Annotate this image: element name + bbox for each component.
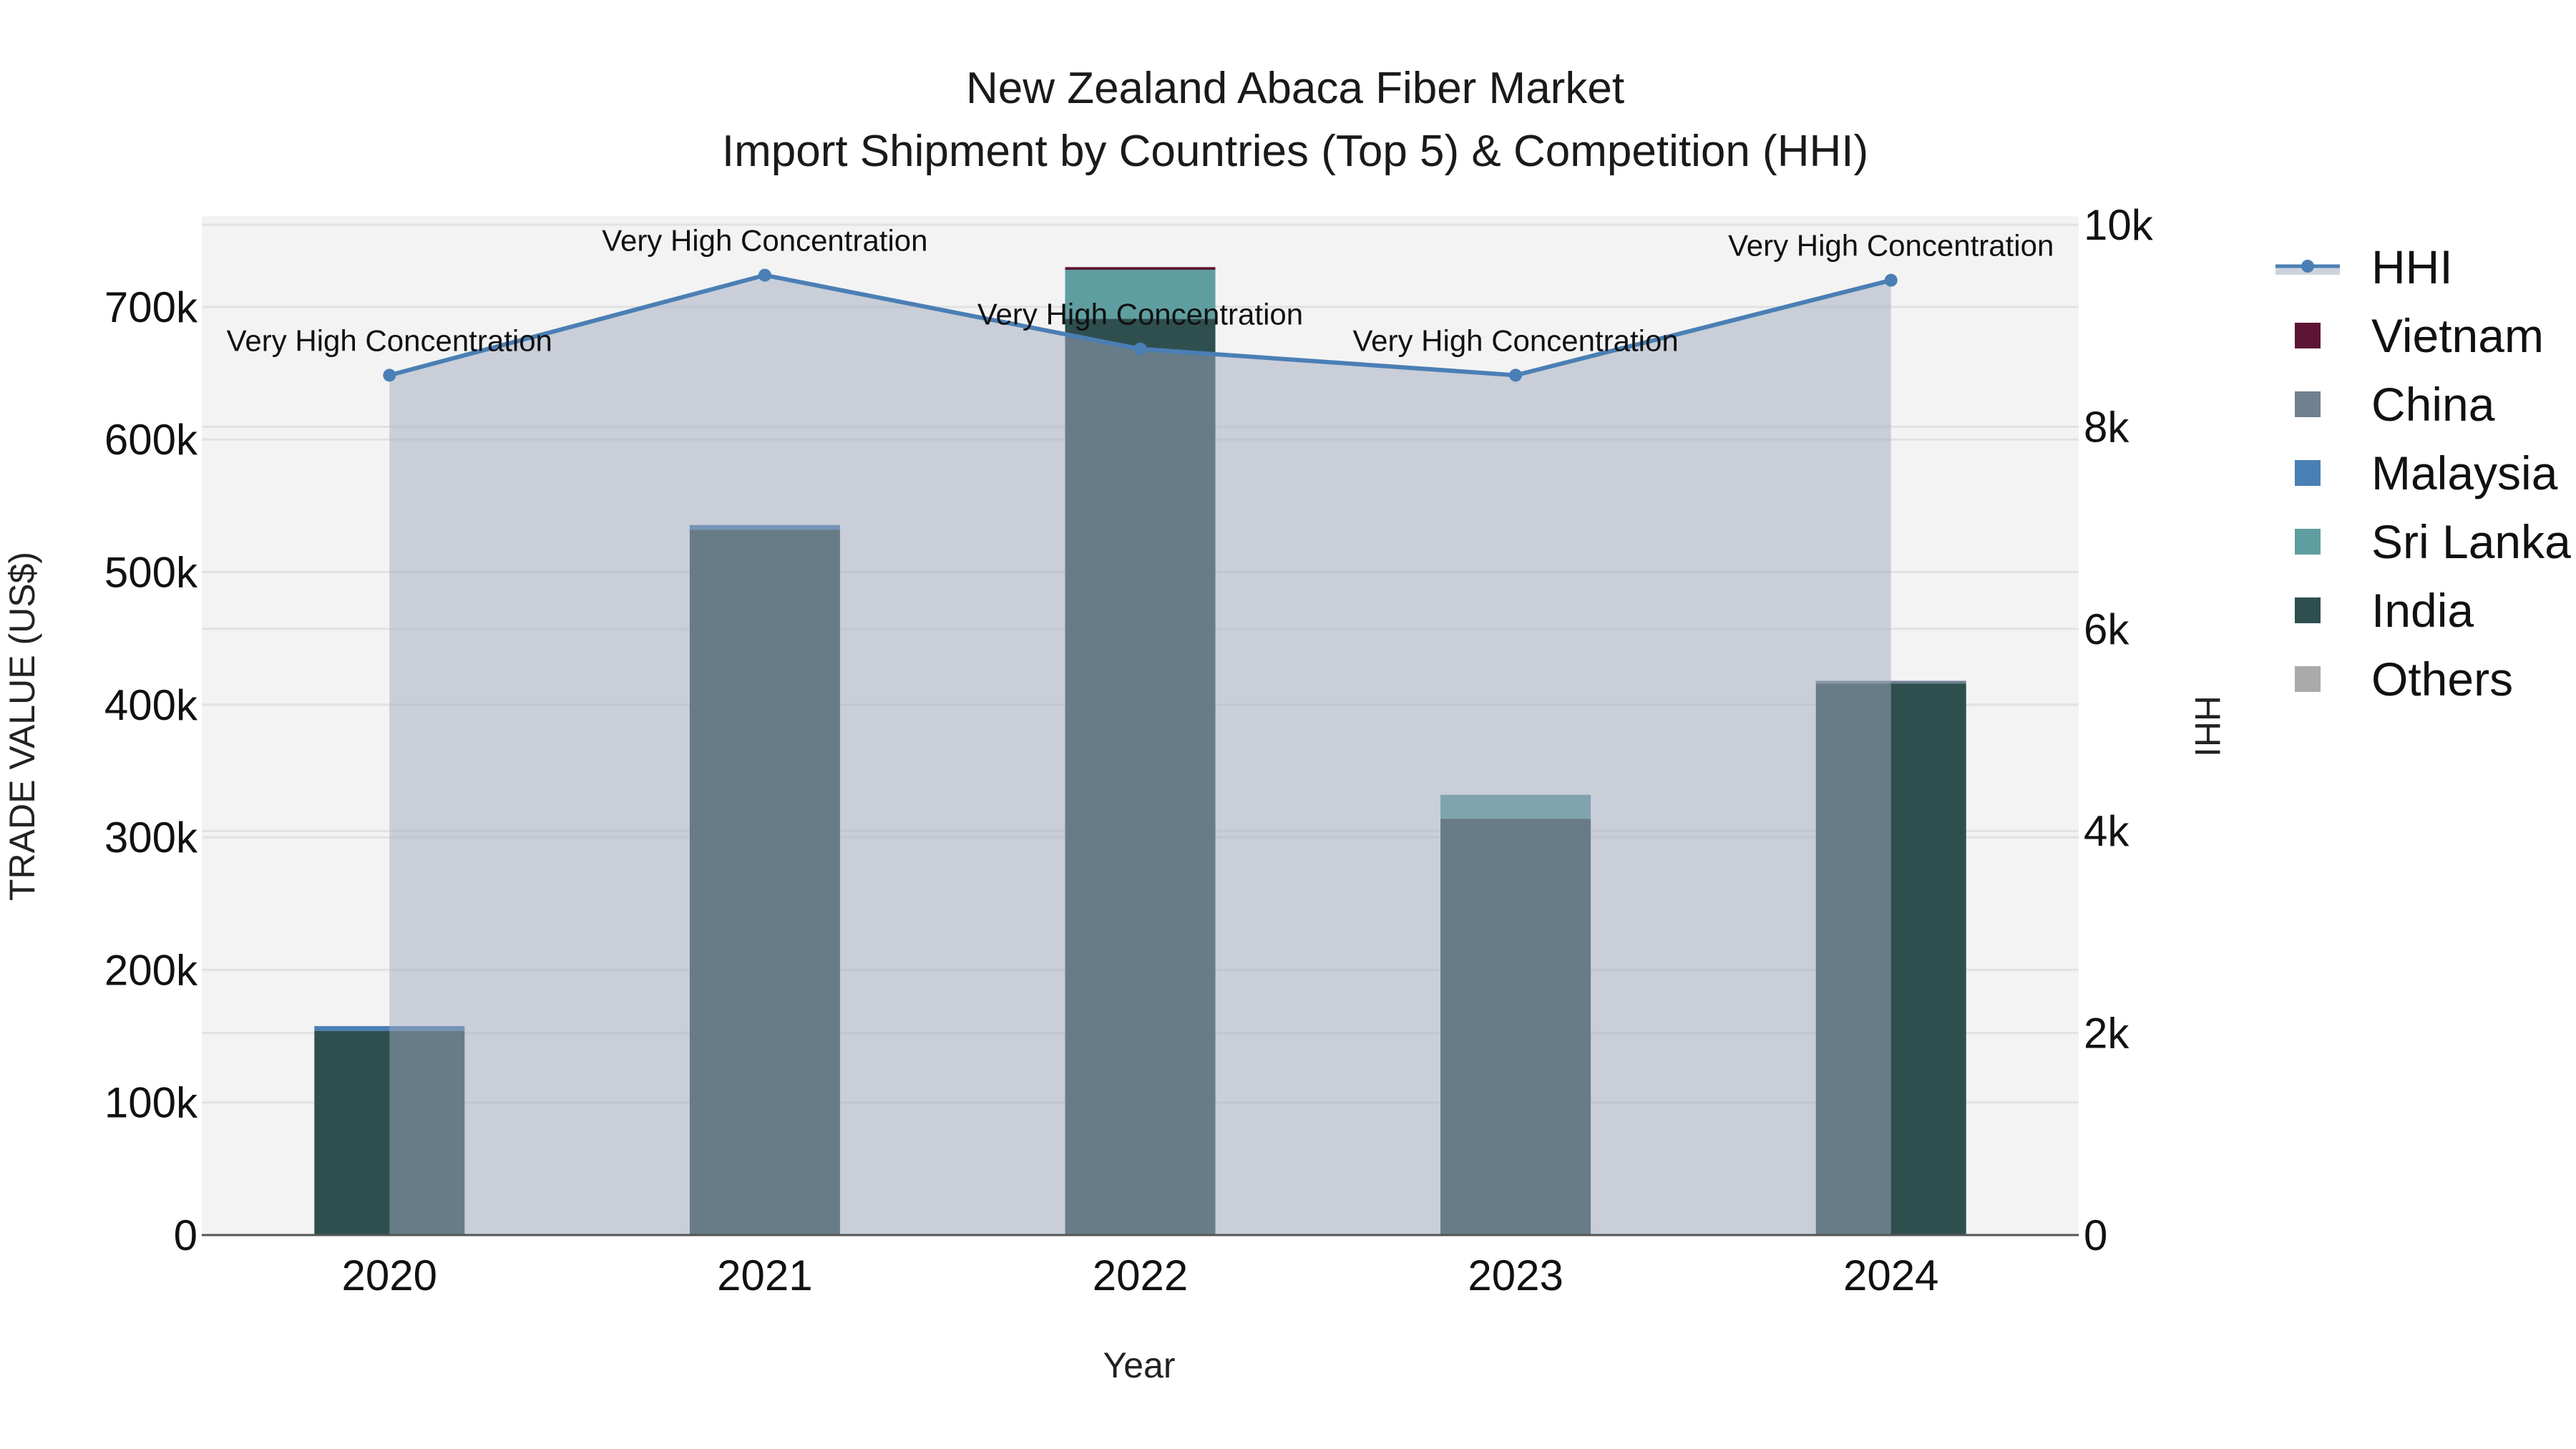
svg-text:4k: 4k: [2084, 807, 2129, 855]
svg-text:200k: 200k: [104, 946, 198, 994]
svg-text:6k: 6k: [2084, 605, 2129, 653]
color-swatch-icon: [2275, 460, 2340, 486]
bar-sri-lanka-2022: [1065, 270, 1216, 319]
svg-text:2023: 2023: [1468, 1252, 1563, 1299]
hhi-annotation-2023: Very High Concentration: [1352, 323, 1678, 357]
y-left-axis-title: TRADE VALUE (US$): [2, 552, 42, 901]
left-y-axis-ticks: 0 100k 200k 300k 400k 500k 600k 700k: [104, 283, 198, 1259]
legend-item-china[interactable]: China: [2275, 370, 2571, 439]
svg-text:700k: 700k: [104, 283, 198, 331]
svg-text:600k: 600k: [104, 416, 198, 464]
right-y-axis-ticks: 0 2k 4k 6k 8k 10k: [2084, 201, 2154, 1259]
legend-label: India: [2371, 584, 2474, 637]
svg-text:0: 0: [2084, 1211, 2107, 1259]
svg-text:2020: 2020: [342, 1252, 437, 1299]
svg-text:2024: 2024: [1843, 1252, 1938, 1299]
x-axis-ticks: 2020 2021 2022 2023 2024: [342, 1252, 1939, 1299]
svg-text:10k: 10k: [2084, 201, 2154, 249]
svg-text:300k: 300k: [104, 814, 198, 862]
color-swatch-icon: [2275, 391, 2340, 417]
legend-label: Others: [2371, 653, 2514, 706]
legend-label: Malaysia: [2371, 447, 2558, 499]
hhi-annotations: Very High Concentration Very High Concent…: [227, 224, 2054, 358]
hhi-line-swatch-icon: [2275, 256, 2340, 278]
legend: HHI Vietnam China Malaysia Sri Lanka India Oth…: [2275, 233, 2571, 713]
legend-item-india[interactable]: India: [2275, 576, 2571, 645]
legend-label: Sri Lanka: [2371, 515, 2571, 568]
legend-item-others[interactable]: Others: [2275, 645, 2571, 713]
color-swatch-icon: [2275, 666, 2340, 692]
hhi-annotation-2024: Very High Concentration: [1728, 229, 2054, 263]
hhi-line: [383, 268, 1898, 382]
legend-label: China: [2371, 378, 2495, 431]
legend-label: Vietnam: [2371, 309, 2544, 362]
svg-text:2k: 2k: [2084, 1010, 2129, 1058]
legend-item-hhi[interactable]: HHI: [2275, 233, 2571, 301]
hhi-annotation-2022: Very High Concentration: [977, 298, 1303, 331]
svg-text:400k: 400k: [104, 681, 198, 729]
color-swatch-icon: [2275, 597, 2340, 623]
svg-text:100k: 100k: [104, 1079, 198, 1127]
x-axis-title: Year: [1103, 1345, 1175, 1385]
svg-text:500k: 500k: [104, 549, 198, 597]
chart-title-line1: New Zealand Abaca Fiber Market: [965, 64, 1625, 113]
hhi-annotation-2021: Very High Concentration: [602, 224, 927, 258]
svg-text:2022: 2022: [1093, 1252, 1188, 1299]
hhi-area-fill: [389, 275, 1891, 1236]
chart-title-line2: Import Shipment by Countries (Top 5) & C…: [721, 127, 1869, 176]
legend-item-vietnam[interactable]: Vietnam: [2275, 301, 2571, 370]
hhi-annotation-2020: Very High Concentration: [227, 323, 552, 357]
svg-text:0: 0: [174, 1211, 197, 1259]
svg-text:8k: 8k: [2084, 403, 2129, 451]
color-swatch-icon: [2275, 323, 2340, 348]
y-right-axis-title: HHI: [2187, 696, 2228, 757]
svg-text:2021: 2021: [717, 1252, 812, 1299]
legend-item-sri-lanka[interactable]: Sri Lanka: [2275, 507, 2571, 576]
bar-vietnam-2022: [1065, 267, 1216, 270]
legend-label: HHI: [2371, 240, 2453, 293]
color-swatch-icon: [2275, 529, 2340, 555]
legend-item-malaysia[interactable]: Malaysia: [2275, 439, 2571, 507]
